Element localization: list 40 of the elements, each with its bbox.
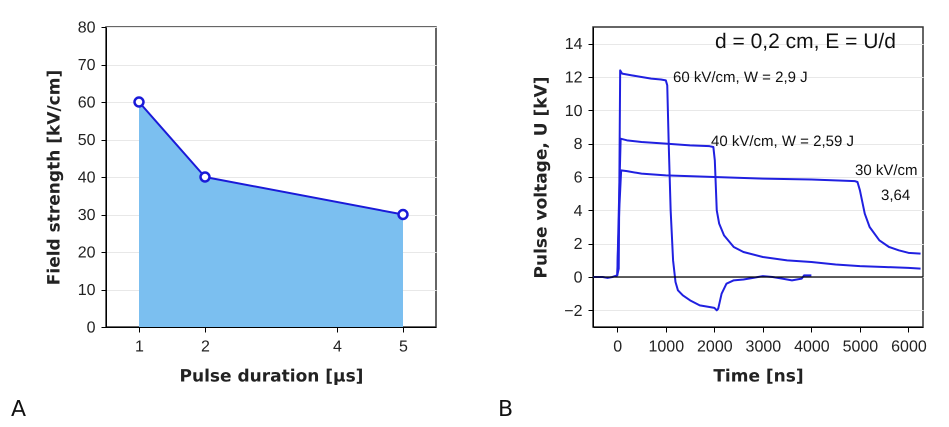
- y-tick-label: 4: [574, 202, 583, 220]
- annotation: 40 kV/cm, W = 2,59 J: [711, 133, 854, 150]
- y-tick-label: −2: [564, 302, 583, 320]
- y-tick-label: 30: [78, 207, 96, 224]
- y-tick-label: 8: [574, 136, 583, 154]
- y-axis-title: Pulse voltage, U [kV]: [531, 76, 552, 278]
- y-tick-label: 12: [564, 70, 583, 86]
- y-tick-label: 14: [564, 36, 583, 54]
- y-axis-title: Field strength [kV/cm]: [44, 70, 65, 286]
- annotation: 3,64: [881, 187, 910, 204]
- y-tick-label: 0: [86, 320, 96, 336]
- annotation: 60 kV/cm, W = 2,9 J: [673, 69, 808, 86]
- x-tick-label: 5: [399, 338, 408, 356]
- x-tick-label: 4: [333, 338, 342, 356]
- y-tick-label: 20: [78, 244, 96, 262]
- y-tick-label: 80: [78, 20, 96, 36]
- x-tick-label: 1000: [648, 338, 684, 356]
- y-tick-label: 0: [574, 270, 583, 286]
- x-tick-label: 5000: [842, 338, 878, 356]
- x-tick-label: 3000: [746, 338, 782, 356]
- x-tick-label: 6000: [891, 338, 927, 356]
- annotation: 30 kV/cm: [855, 162, 918, 179]
- x-tick-label: 4000: [794, 338, 830, 356]
- x-tick-label: 2: [201, 338, 210, 356]
- x-tick-label: 1: [135, 338, 144, 356]
- y-tick-label: 70: [78, 57, 96, 74]
- y-tick-label: 2: [574, 236, 583, 254]
- y-tick-label: 10: [78, 282, 96, 299]
- x-axis-title: Pulse duration [μs]: [180, 366, 364, 386]
- x-tick-label: 2000: [697, 338, 733, 356]
- y-tick-label: 10: [564, 102, 583, 120]
- x-axis-title: Time [ns]: [713, 366, 804, 386]
- text: A: [11, 397, 26, 422]
- x-tick-label: 0: [613, 338, 622, 356]
- text: B: [498, 397, 514, 422]
- y-tick-label: 60: [78, 94, 96, 112]
- y-tick-label: 50: [78, 132, 96, 149]
- y-tick-label: 6: [574, 170, 583, 186]
- y-tick-label: 40: [78, 170, 96, 186]
- annotation: d = 0,2 cm, E = U/d: [715, 30, 896, 53]
